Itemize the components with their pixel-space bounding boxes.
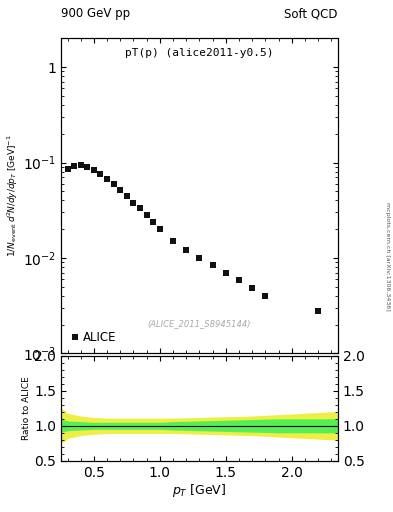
Y-axis label: Ratio to ALICE: Ratio to ALICE: [22, 376, 31, 440]
ALICE: [65, 166, 70, 173]
ALICE: [111, 181, 116, 187]
Text: pT(p) (alice2011-y0.5): pT(p) (alice2011-y0.5): [125, 48, 274, 58]
ALICE: [210, 262, 215, 268]
ALICE: [125, 193, 129, 199]
ALICE: [197, 255, 202, 261]
Text: (ALICE_2011_S8945144): (ALICE_2011_S8945144): [148, 319, 251, 328]
Legend: ALICE: ALICE: [67, 327, 120, 347]
Text: 900 GeV pp: 900 GeV pp: [61, 8, 130, 20]
ALICE: [151, 219, 156, 225]
ALICE: [250, 285, 255, 291]
ALICE: [138, 205, 142, 211]
ALICE: [72, 162, 77, 168]
X-axis label: $p_T$ [GeV]: $p_T$ [GeV]: [172, 482, 227, 499]
ALICE: [85, 164, 90, 170]
ALICE: [263, 293, 268, 299]
ALICE: [92, 167, 96, 173]
Y-axis label: $1/N_\mathsf{event}\,d^2\!N/dy/dp_T\;[\mathsf{GeV}]^{-1}$: $1/N_\mathsf{event}\,d^2\!N/dy/dp_T\;[\m…: [6, 135, 20, 257]
ALICE: [316, 308, 321, 314]
ALICE: [131, 200, 136, 206]
ALICE: [237, 278, 241, 284]
ALICE: [224, 270, 228, 276]
ALICE: [144, 212, 149, 218]
ALICE: [78, 162, 83, 168]
Text: mcplots.cern.ch [arXiv:1306.3436]: mcplots.cern.ch [arXiv:1306.3436]: [385, 202, 389, 310]
ALICE: [105, 176, 109, 182]
ALICE: [98, 172, 103, 178]
Line: ALICE: ALICE: [64, 161, 321, 314]
ALICE: [184, 247, 189, 253]
ALICE: [158, 226, 162, 232]
ALICE: [118, 186, 123, 193]
Text: Soft QCD: Soft QCD: [285, 8, 338, 20]
ALICE: [171, 238, 175, 244]
